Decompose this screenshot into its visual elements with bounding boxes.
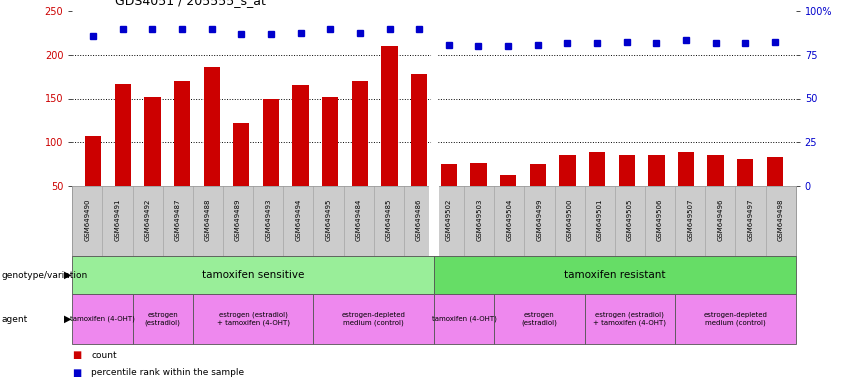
Text: GSM649490: GSM649490 xyxy=(84,199,90,241)
Text: tamoxifen resistant: tamoxifen resistant xyxy=(564,270,665,280)
Text: GSM649494: GSM649494 xyxy=(295,199,301,241)
Bar xyxy=(381,46,397,186)
Bar xyxy=(471,163,487,186)
Text: GSM649496: GSM649496 xyxy=(717,199,723,241)
Bar xyxy=(707,154,724,186)
Text: GSM649501: GSM649501 xyxy=(597,199,603,241)
Bar xyxy=(144,97,161,186)
Text: GSM649507: GSM649507 xyxy=(688,199,694,241)
Bar xyxy=(85,136,101,186)
Text: ■: ■ xyxy=(72,368,82,378)
Text: GSM649495: GSM649495 xyxy=(326,199,332,241)
Text: count: count xyxy=(91,351,117,360)
Bar xyxy=(737,159,753,186)
Text: estrogen
(estradiol): estrogen (estradiol) xyxy=(145,312,180,326)
Text: GSM649485: GSM649485 xyxy=(386,199,391,241)
Bar xyxy=(322,97,339,186)
Text: GSM649489: GSM649489 xyxy=(235,199,241,241)
Text: GSM649503: GSM649503 xyxy=(477,199,483,241)
Bar xyxy=(174,81,190,186)
Bar xyxy=(589,152,605,186)
Text: genotype/variation: genotype/variation xyxy=(2,270,88,280)
Text: GSM649500: GSM649500 xyxy=(567,199,573,241)
Text: ▶: ▶ xyxy=(65,270,71,280)
Text: GSM649505: GSM649505 xyxy=(627,199,633,241)
Text: estrogen-depleted
medium (control): estrogen-depleted medium (control) xyxy=(342,312,406,326)
Bar xyxy=(233,123,249,186)
Text: GSM649487: GSM649487 xyxy=(174,199,180,241)
Bar xyxy=(411,74,427,186)
Bar xyxy=(678,152,694,186)
Bar xyxy=(767,157,783,186)
Bar xyxy=(619,154,635,186)
Text: ■: ■ xyxy=(72,350,82,360)
Bar xyxy=(648,154,665,186)
Text: GSM649486: GSM649486 xyxy=(416,199,422,241)
Text: GDS4051 / 205555_s_at: GDS4051 / 205555_s_at xyxy=(115,0,266,7)
Bar xyxy=(293,85,309,186)
Text: GSM649484: GSM649484 xyxy=(356,199,362,241)
Bar xyxy=(500,175,517,186)
Text: GSM649499: GSM649499 xyxy=(536,199,542,241)
Bar xyxy=(115,84,131,186)
Bar xyxy=(203,67,220,186)
Text: agent: agent xyxy=(2,314,28,323)
Text: GSM649492: GSM649492 xyxy=(145,199,151,241)
Text: GSM649491: GSM649491 xyxy=(115,199,121,241)
Bar xyxy=(441,164,457,186)
Bar xyxy=(559,154,575,186)
Text: estrogen (estradiol)
+ tamoxifen (4-OHT): estrogen (estradiol) + tamoxifen (4-OHT) xyxy=(593,312,666,326)
Text: GSM649493: GSM649493 xyxy=(266,199,271,241)
Text: tamoxifen sensitive: tamoxifen sensitive xyxy=(202,270,305,280)
Text: GSM649498: GSM649498 xyxy=(778,199,784,241)
Text: GSM649506: GSM649506 xyxy=(657,199,663,241)
Text: tamoxifen (4-OHT): tamoxifen (4-OHT) xyxy=(431,316,497,322)
Text: percentile rank within the sample: percentile rank within the sample xyxy=(91,368,244,377)
Bar xyxy=(529,164,546,186)
Text: GSM649504: GSM649504 xyxy=(506,199,512,241)
Text: estrogen-depleted
medium (control): estrogen-depleted medium (control) xyxy=(704,312,768,326)
Text: estrogen
(estradiol): estrogen (estradiol) xyxy=(522,312,557,326)
Bar xyxy=(263,99,279,186)
Bar xyxy=(351,81,368,186)
Text: estrogen (estradiol)
+ tamoxifen (4-OHT): estrogen (estradiol) + tamoxifen (4-OHT) xyxy=(217,312,289,326)
Text: GSM649502: GSM649502 xyxy=(446,199,452,241)
Text: ▶: ▶ xyxy=(65,314,71,324)
Text: tamoxifen (4-OHT): tamoxifen (4-OHT) xyxy=(70,316,135,322)
Text: GSM649488: GSM649488 xyxy=(205,199,211,241)
Text: GSM649497: GSM649497 xyxy=(747,199,753,241)
